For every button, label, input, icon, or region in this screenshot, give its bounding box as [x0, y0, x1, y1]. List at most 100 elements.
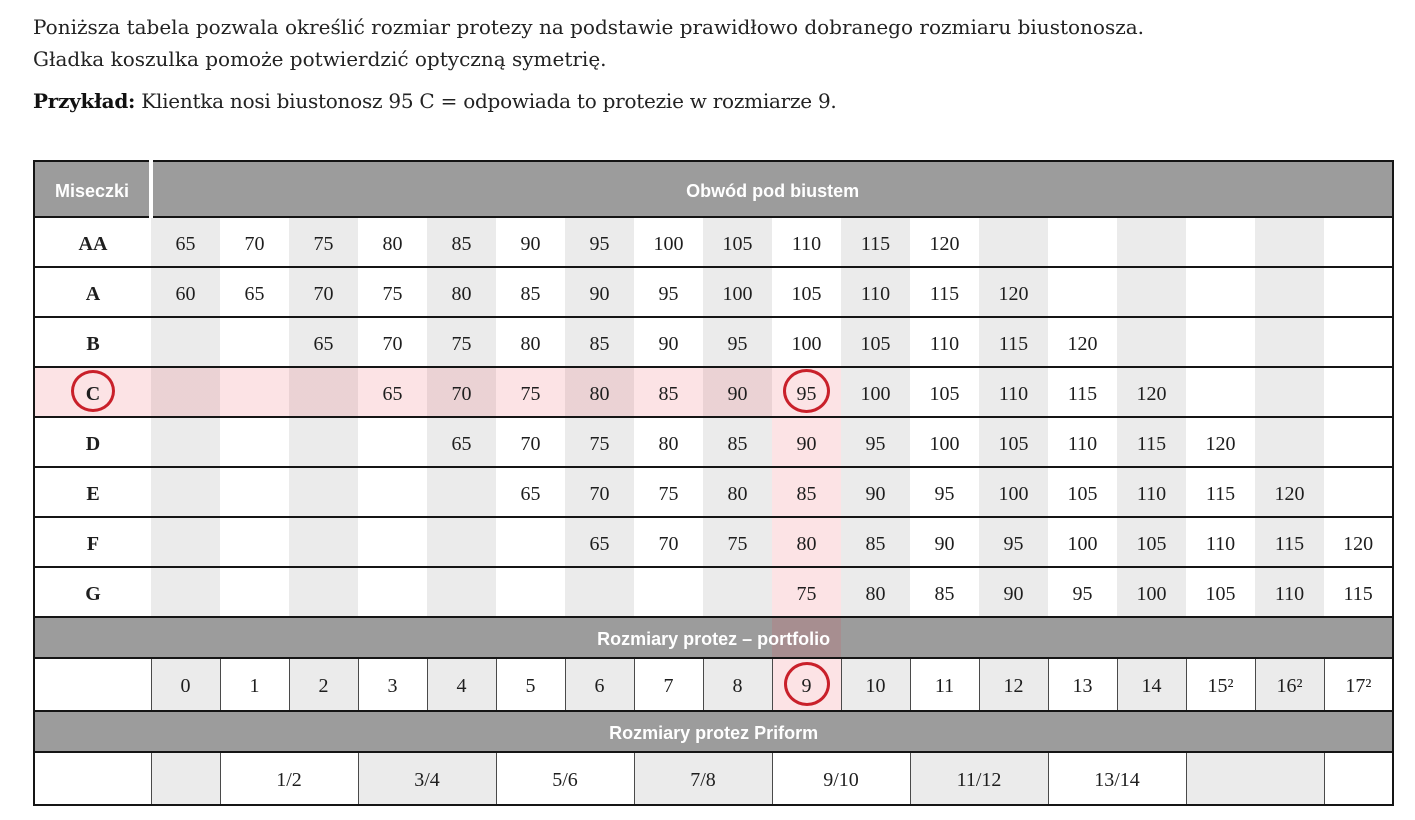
cell-value: 65 — [175, 232, 196, 255]
cell-value: 105 — [860, 332, 891, 355]
band-size-cell: 90 — [772, 416, 841, 468]
cell-value: 90 — [520, 232, 541, 255]
size-value: 15² — [1207, 675, 1234, 697]
band-size-cell — [151, 516, 220, 568]
portfolio-band-label: Rozmiary protez – portfolio — [597, 629, 831, 649]
band-size-cell — [1186, 266, 1255, 318]
band-size-cell — [151, 316, 220, 368]
size-value: 4 — [456, 675, 467, 697]
band-size-cell: 70 — [427, 366, 496, 418]
prosthesis-size-cell: 3 — [357, 657, 428, 712]
band-size-cell: 75 — [358, 266, 427, 318]
band-size-cell: 100 — [634, 216, 703, 268]
priform-value: 13/14 — [1094, 769, 1140, 791]
cell-value: 105 — [1067, 482, 1098, 505]
band-size-cell — [1186, 316, 1255, 368]
cup-row-C: C 65 70 75 80 85 90 95 100 105 110 115 120 — [34, 366, 1394, 418]
cell-value: 75 — [727, 532, 748, 555]
band-size-cell — [220, 366, 289, 418]
priform-row-label-cell — [33, 751, 152, 806]
cell-value: 80 — [865, 582, 886, 605]
cell-value: 120 — [998, 282, 1029, 305]
band-size-cell: 65 — [289, 316, 358, 368]
cell-value: 85 — [934, 582, 955, 605]
band-size-cell: 95 — [772, 366, 841, 418]
cell-value: 110 — [791, 232, 822, 255]
band-size-cell — [565, 566, 634, 618]
cell-value: 120 — [929, 232, 960, 255]
cell-value: 100 — [791, 332, 822, 355]
example-paragraph: Przykład: Klientka nosi biustonosz 95 C … — [33, 75, 1392, 117]
band-size-cell — [1255, 366, 1324, 418]
cell-value: 85 — [658, 382, 679, 405]
cell-value: 90 — [934, 532, 955, 555]
cup-label: E — [86, 482, 100, 505]
band-size-cell — [1048, 216, 1117, 268]
cell-value: 115 — [860, 232, 891, 255]
cell-value: 80 — [382, 232, 403, 255]
priform-band-cell: Rozmiary protez Priform — [34, 710, 1394, 753]
band-size-cell: 95 — [979, 516, 1048, 568]
priform-size-cell: 5/6 — [495, 751, 635, 806]
band-size-cell — [496, 566, 565, 618]
band-size-cell: 100 — [703, 266, 772, 318]
band-size-cell: 110 — [1117, 466, 1186, 518]
band-size-cell: 80 — [565, 366, 634, 418]
cell-value: 85 — [796, 482, 817, 505]
band-size-cell: 75 — [565, 416, 634, 468]
band-size-cell: 85 — [565, 316, 634, 368]
intro-line-2: Gładka koszulka pomoże potwierdzić optyc… — [33, 47, 607, 71]
cell-value: 75 — [313, 232, 334, 255]
cell-value: 120 — [1067, 332, 1098, 355]
band-size-cell: 65 — [358, 366, 427, 418]
priform-size-cell — [1323, 751, 1394, 806]
cell-value: 65 — [520, 482, 541, 505]
band-size-cell: 95 — [634, 266, 703, 318]
cup-label-cell: F — [34, 516, 151, 568]
cell-value: 75 — [589, 432, 610, 455]
band-size-cell: 75 — [289, 216, 358, 268]
cell-value: 65 — [313, 332, 334, 355]
band-size-cell: 100 — [979, 466, 1048, 518]
band-size-cell — [1255, 316, 1324, 368]
band-size-cell: 75 — [427, 316, 496, 368]
band-size-cell: 120 — [1048, 316, 1117, 368]
priform-value: 1/2 — [276, 769, 302, 791]
band-size-cell — [1255, 216, 1324, 268]
band-size-cell: 95 — [910, 466, 979, 518]
prosthesis-size-cell: 1 — [219, 657, 290, 712]
band-size-cell — [358, 416, 427, 468]
priform-band-row: Rozmiary protez Priform — [34, 710, 1394, 753]
prosthesis-size-cell: 2 — [288, 657, 359, 712]
size-value: 13 — [1072, 675, 1093, 697]
example-text: Klientka nosi biustonosz 95 C = odpowiad… — [135, 89, 837, 113]
cell-value: 75 — [382, 282, 403, 305]
band-size-cell: 85 — [910, 566, 979, 618]
band-size-cell: 110 — [910, 316, 979, 368]
cell-value: 70 — [313, 282, 334, 305]
band-size-cell: 65 — [565, 516, 634, 568]
table-header-row: Miseczki Obwód pod biustem — [34, 160, 1394, 218]
prosthesis-size-cell: 8 — [702, 657, 773, 712]
priform-size-cell: 3/4 — [357, 751, 497, 806]
cell-value: 95 — [658, 282, 679, 305]
band-size-cell — [634, 566, 703, 618]
cell-value: 65 — [382, 382, 403, 405]
band-size-cell — [358, 516, 427, 568]
cell-value: 95 — [589, 232, 610, 255]
prosthesis-size-cell: 13 — [1047, 657, 1118, 712]
portfolio-band-cell: Rozmiary protez – portfolio — [34, 616, 1394, 659]
band-size-cell: 90 — [910, 516, 979, 568]
size-value: 1 — [249, 675, 260, 697]
cell-value: 75 — [796, 582, 817, 605]
size-value: 14 — [1141, 675, 1162, 697]
band-size-cell — [220, 466, 289, 518]
band-size-cell — [1186, 366, 1255, 418]
band-size-cell: 85 — [634, 366, 703, 418]
cell-value: 80 — [727, 482, 748, 505]
cell-value: 70 — [520, 432, 541, 455]
band-size-cell: 115 — [979, 316, 1048, 368]
band-size-cell — [1048, 266, 1117, 318]
band-size-cell: 115 — [1048, 366, 1117, 418]
band-size-cell: 120 — [1186, 416, 1255, 468]
